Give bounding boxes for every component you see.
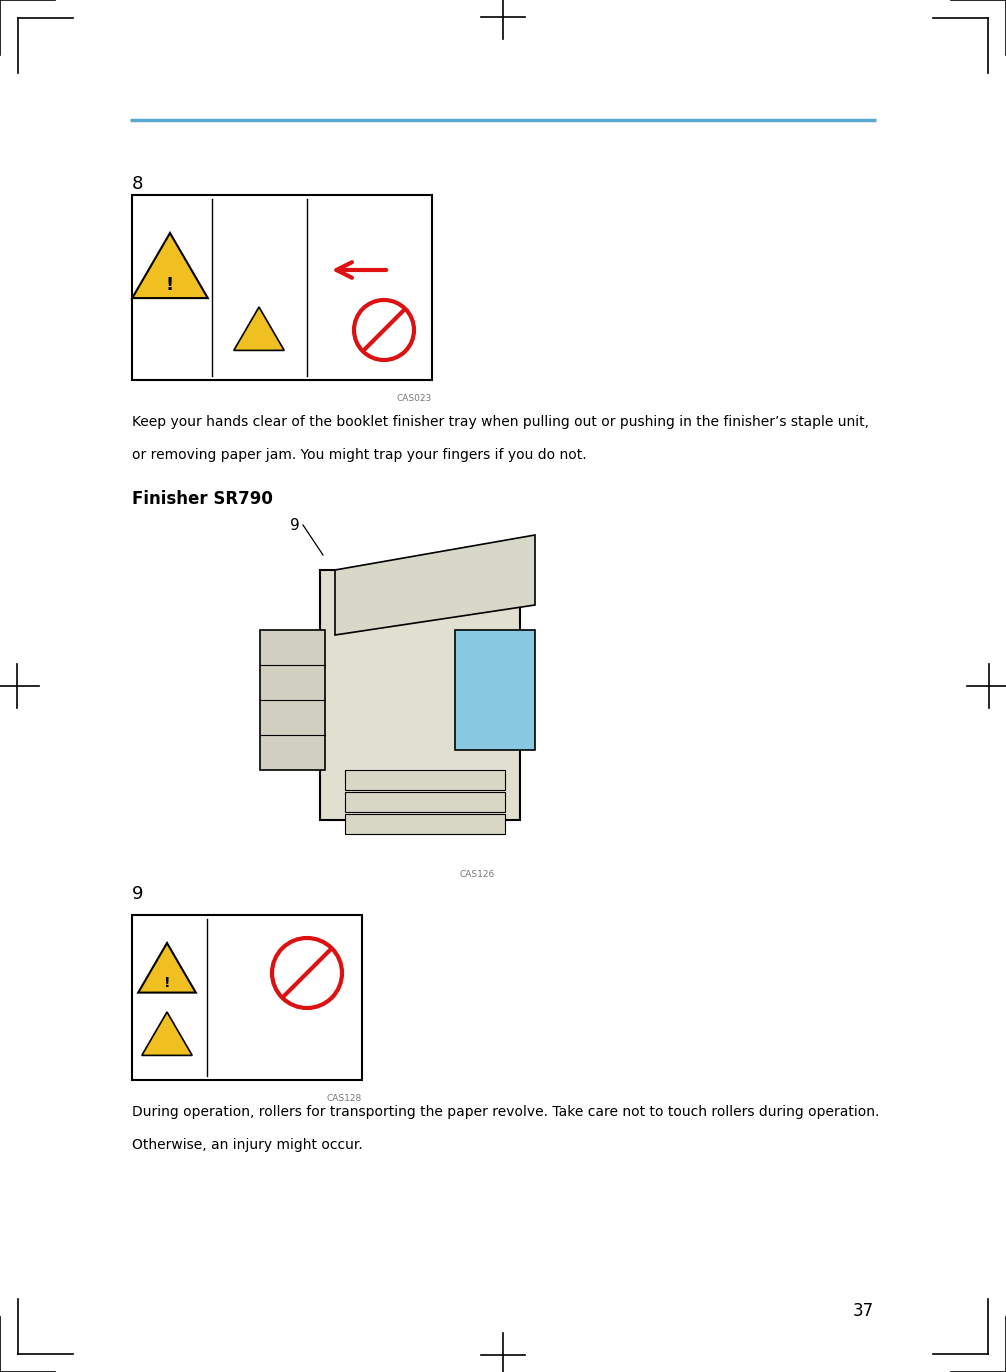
Bar <box>345 814 505 834</box>
Polygon shape <box>335 535 535 635</box>
Text: !: ! <box>164 975 170 991</box>
Bar <box>132 915 362 1080</box>
Bar <box>345 770 505 790</box>
Text: Keep your hands clear of the booklet finisher tray when pulling out or pushing i: Keep your hands clear of the booklet fin… <box>132 414 869 429</box>
Text: !: ! <box>166 276 174 294</box>
Bar <box>345 792 505 812</box>
Polygon shape <box>142 1013 192 1055</box>
Text: Finisher SR790: Finisher SR790 <box>132 490 273 508</box>
Bar <box>320 569 520 820</box>
Circle shape <box>354 300 414 359</box>
Text: During operation, rollers for transporting the paper revolve. Take care not to t: During operation, rollers for transporti… <box>132 1104 879 1120</box>
Text: or removing paper jam. You might trap your fingers if you do not.: or removing paper jam. You might trap yo… <box>132 449 586 462</box>
Text: Otherwise, an injury might occur.: Otherwise, an injury might occur. <box>132 1137 363 1152</box>
Text: 9: 9 <box>132 885 144 903</box>
Text: CAS128: CAS128 <box>327 1093 362 1103</box>
Polygon shape <box>233 307 285 350</box>
Polygon shape <box>138 943 196 992</box>
Bar <box>455 630 535 750</box>
Text: 8: 8 <box>132 176 144 193</box>
Text: CAS023: CAS023 <box>396 394 432 403</box>
Text: 9: 9 <box>291 517 300 532</box>
Polygon shape <box>132 233 208 298</box>
Bar <box>260 630 325 770</box>
Circle shape <box>272 938 342 1008</box>
Text: 37: 37 <box>853 1302 874 1320</box>
Text: CAS126: CAS126 <box>460 870 495 879</box>
Bar <box>132 195 432 380</box>
